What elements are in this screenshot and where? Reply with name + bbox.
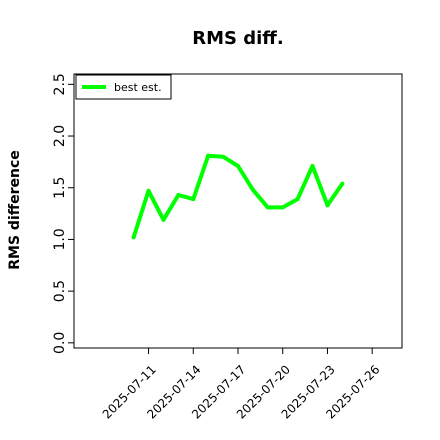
y-tick-label: 1.5: [52, 177, 68, 199]
data-point: [280, 205, 285, 210]
data-point: [146, 188, 151, 193]
y-axis-label: RMS difference: [7, 150, 23, 270]
data-point: [191, 197, 196, 202]
y-tick-label: 1.0: [52, 228, 68, 250]
data-point: [325, 203, 330, 208]
y-axis: 0.0 0.5 1.0 1.5 2.0 2.5: [52, 73, 74, 354]
legend: best est.: [75, 74, 172, 100]
y-tick-label: 0.5: [52, 280, 68, 302]
y-tick-label: 0.0: [52, 332, 68, 354]
data-point: [340, 181, 345, 186]
data-point: [206, 153, 211, 158]
data-point: [131, 235, 136, 240]
y-tick-label: 2.5: [52, 73, 68, 95]
data-point: [161, 217, 166, 222]
chart-title: RMS diff.: [192, 28, 283, 49]
data-point: [310, 164, 315, 169]
data-point: [250, 187, 255, 192]
data-point: [236, 164, 240, 169]
data-point: [221, 154, 226, 159]
data-point: [265, 205, 270, 210]
data-point: [295, 197, 300, 202]
series-layer: [131, 153, 345, 240]
data-point: [176, 192, 181, 197]
y-tick-label: 2.0: [52, 125, 68, 147]
x-axis: 2025-07-112025-07-142025-07-172025-07-20…: [100, 348, 383, 422]
plot-frame: [73, 73, 403, 349]
legend-label-best-est: best est.: [114, 81, 162, 94]
